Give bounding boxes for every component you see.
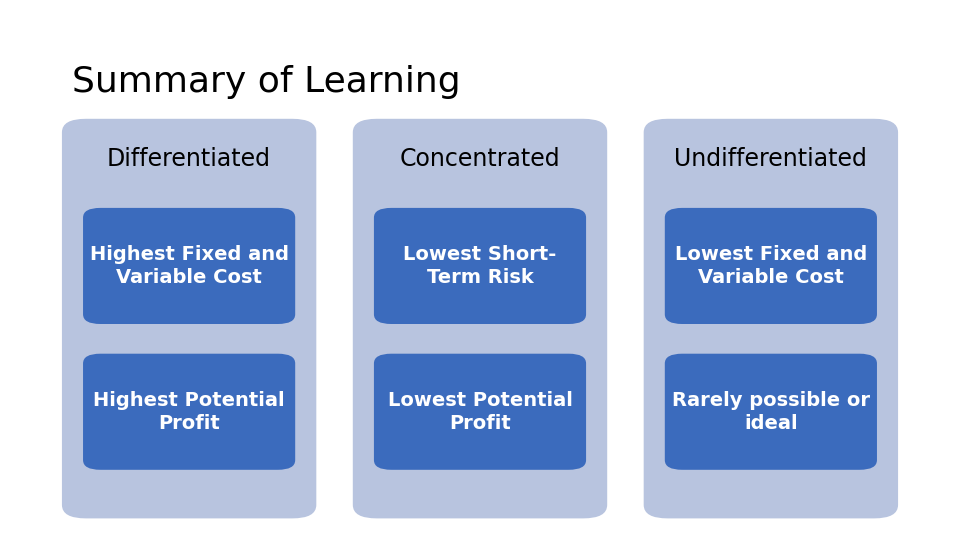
Text: Rarely possible or
ideal: Rarely possible or ideal [672, 390, 870, 433]
Text: Highest Potential
Profit: Highest Potential Profit [93, 390, 285, 433]
FancyBboxPatch shape [664, 208, 877, 324]
Text: Lowest Fixed and
Variable Cost: Lowest Fixed and Variable Cost [675, 245, 867, 287]
Text: Concentrated: Concentrated [399, 147, 561, 171]
FancyBboxPatch shape [643, 119, 899, 518]
Text: Lowest Potential
Profit: Lowest Potential Profit [388, 390, 572, 433]
FancyBboxPatch shape [353, 119, 608, 518]
Text: Undifferentiated: Undifferentiated [675, 147, 867, 171]
FancyBboxPatch shape [61, 119, 317, 518]
FancyBboxPatch shape [374, 208, 586, 324]
FancyBboxPatch shape [83, 208, 296, 324]
FancyBboxPatch shape [83, 354, 296, 470]
Text: Highest Fixed and
Variable Cost: Highest Fixed and Variable Cost [89, 245, 289, 287]
Text: Summary of Learning: Summary of Learning [72, 65, 461, 99]
FancyBboxPatch shape [664, 354, 877, 470]
Text: Differentiated: Differentiated [108, 147, 271, 171]
FancyBboxPatch shape [374, 354, 586, 470]
Text: Lowest Short-
Term Risk: Lowest Short- Term Risk [403, 245, 557, 287]
